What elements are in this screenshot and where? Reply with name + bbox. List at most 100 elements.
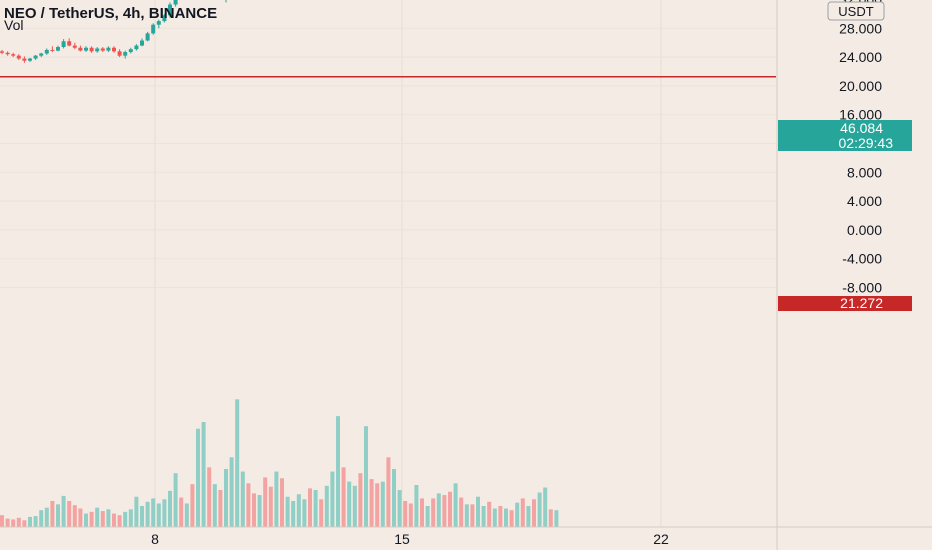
volume-bar: [28, 516, 32, 527]
volume-bar: [151, 498, 156, 527]
candle-body: [56, 47, 60, 51]
volume-bar: [134, 496, 139, 527]
volume-bar: [403, 500, 408, 527]
volume-bar: [280, 478, 284, 527]
last-price-text: 46.084: [840, 120, 883, 136]
volume-bar: [61, 495, 66, 527]
indicator-label: Vol: [4, 17, 23, 33]
volume-bar: [515, 502, 520, 527]
volume-bar: [543, 487, 548, 527]
volume-bar: [296, 494, 301, 527]
volume-bar: [520, 498, 525, 527]
volume-bar: [509, 510, 514, 527]
volume-bar: [268, 486, 273, 527]
volume-bar: [364, 426, 368, 527]
candle-body: [145, 33, 150, 41]
currency-badge-text: USDT: [838, 4, 873, 19]
volume-bar: [470, 504, 475, 527]
candle-body: [5, 52, 10, 55]
volume-bar: [358, 473, 363, 527]
volume-bars: [0, 399, 559, 527]
volume-bar: [420, 498, 424, 527]
volume-bar: [330, 471, 335, 527]
x-tick-label: 15: [394, 531, 410, 547]
candle-body: [162, 15, 167, 22]
volume-bar: [0, 515, 4, 527]
volume-bar: [207, 467, 212, 527]
volume-bar: [336, 416, 340, 527]
volume-bar: [369, 479, 374, 527]
volume-bar: [218, 490, 223, 527]
volume-bar: [425, 506, 430, 527]
volume-bar: [291, 500, 296, 527]
volume-bar: [324, 485, 329, 527]
candle-body: [89, 47, 94, 52]
volume-bar: [408, 503, 413, 527]
volume-bar: [196, 428, 200, 527]
volume-bar: [481, 506, 486, 527]
volume-bar: [95, 507, 100, 527]
chart-header: NEO / TetherUS, 4h, BINANCE Vol: [4, 5, 217, 33]
countdown-badge: [778, 136, 912, 151]
y-tick-label: 28.000: [839, 20, 882, 36]
y-tick-label: 16.000: [839, 107, 882, 123]
volume-bar: [548, 509, 553, 527]
volume-bar: [22, 520, 27, 527]
volume-bar: [78, 508, 83, 527]
volume-bar: [302, 499, 307, 527]
volume-bar: [341, 467, 346, 527]
volume-bar: [229, 457, 234, 527]
y-tick-label: -4.000: [842, 251, 882, 267]
volume-bar: [526, 506, 531, 527]
volume-bar: [313, 490, 318, 527]
volume-bar: [442, 495, 447, 527]
candle-body: [50, 49, 55, 51]
volume-bar: [11, 519, 16, 527]
candle-body: [11, 54, 16, 56]
y-tick-label: 4.000: [847, 193, 882, 209]
candle-body: [16, 55, 21, 59]
y-tick-label: -8.000: [842, 280, 882, 296]
volume-bar: [44, 507, 49, 527]
currency-badge: [827, 1, 885, 21]
candle-body: [22, 58, 27, 61]
last-price-badge: [778, 120, 912, 136]
volume-bar: [498, 506, 503, 527]
support-badge: [778, 296, 912, 311]
volume-bar: [554, 510, 559, 527]
candle-body: [112, 47, 116, 52]
chart-title: NEO / TetherUS, 4h, BINANCE: [4, 5, 217, 22]
volume-bar: [274, 471, 279, 527]
candle-body: [128, 49, 133, 53]
volume-bar: [128, 509, 133, 527]
volume-bar: [308, 488, 312, 527]
volume-bar: [50, 500, 55, 527]
volume-bar: [246, 483, 251, 527]
volume-bar: [33, 516, 38, 527]
candle-body: [39, 53, 44, 56]
candle-body: [44, 49, 49, 54]
volume-bar: [56, 504, 60, 527]
volume-bar: [201, 422, 206, 527]
volume-bar: [352, 485, 357, 527]
volume-bar: [347, 481, 352, 527]
volume-bar: [537, 492, 542, 527]
candle-body: [28, 58, 32, 61]
candle-body: [0, 51, 4, 53]
y-tick-label: 0.000: [847, 222, 882, 238]
volume-bar: [89, 511, 94, 527]
volume-bar: [173, 473, 178, 527]
volume-bar: [285, 496, 290, 527]
volume-bar: [145, 501, 150, 527]
volume-bar: [414, 485, 419, 527]
candle-body: [61, 41, 66, 48]
candle-body: [151, 24, 156, 34]
volume-bar: [156, 503, 161, 527]
volume-bar: [39, 510, 44, 527]
candlesticks: [0, 0, 227, 63]
volume-bar: [380, 481, 385, 527]
volume-bar: [72, 505, 77, 527]
volume-bar: [504, 508, 508, 527]
volume-bar: [448, 491, 452, 527]
